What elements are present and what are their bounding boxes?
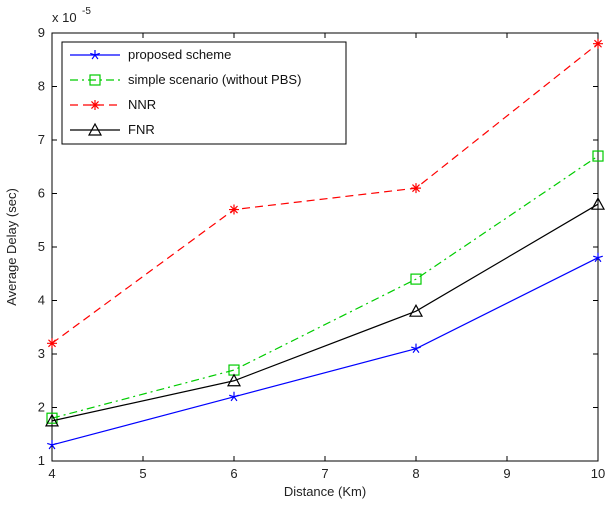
data-point-proposed-scheme bbox=[229, 391, 239, 402]
data-point-fnr bbox=[590, 196, 606, 210]
series-line-fnr bbox=[51, 203, 599, 422]
series-line-simple-scenario-without-pbs bbox=[51, 155, 599, 419]
series-proposed-scheme bbox=[47, 252, 603, 450]
data-point-fnr bbox=[226, 373, 242, 387]
series-nnr bbox=[47, 38, 603, 349]
legend-label-fnr: FNR bbox=[128, 122, 155, 137]
legend-label-nnr: NNR bbox=[128, 97, 156, 112]
y-tick-label: 6 bbox=[38, 186, 45, 201]
data-point-nnr bbox=[593, 38, 603, 49]
y-tick-label: 3 bbox=[38, 346, 45, 361]
legend-marker-simple-scenario-without-pbs bbox=[89, 74, 101, 86]
y-tick-label: 1 bbox=[38, 453, 45, 468]
legend-label-simple-scenario: simple scenario (without PBS) bbox=[128, 72, 301, 87]
legend-marker-nnr bbox=[90, 100, 100, 110]
y-exponent-base: x 10 bbox=[52, 10, 77, 25]
legend-marker-fnr bbox=[87, 122, 103, 136]
y-tick-label: 2 bbox=[38, 400, 45, 415]
data-point-fnr bbox=[408, 303, 424, 317]
data-point-proposed-scheme bbox=[593, 252, 603, 263]
legend-marker-proposed-scheme bbox=[90, 50, 100, 60]
data-point-simple-scenario-without-pbs bbox=[592, 150, 604, 162]
y-tick-label: 8 bbox=[38, 79, 45, 94]
x-tick-label: 5 bbox=[139, 466, 146, 481]
x-tick-label: 4 bbox=[48, 466, 55, 481]
data-point-nnr bbox=[411, 183, 421, 194]
series-line-proposed-scheme bbox=[51, 257, 599, 446]
y-exponent-power: -5 bbox=[82, 6, 91, 17]
x-tick-label: 6 bbox=[230, 466, 237, 481]
x-tick-label: 10 bbox=[591, 466, 605, 481]
x-axis-ticks: 4 5 6 7 8 9 10 bbox=[48, 33, 605, 481]
legend-label-proposed-scheme: proposed scheme bbox=[128, 47, 231, 62]
y-tick-label: 4 bbox=[38, 293, 45, 308]
x-tick-label: 9 bbox=[503, 466, 510, 481]
y-tick-label: 9 bbox=[38, 25, 45, 40]
y-tick-label: 7 bbox=[38, 132, 45, 147]
data-point-proposed-scheme bbox=[47, 439, 57, 450]
x-tick-label: 7 bbox=[321, 466, 328, 481]
x-tick-label: 8 bbox=[412, 466, 419, 481]
data-point-proposed-scheme bbox=[411, 343, 421, 354]
y-tick-label: 5 bbox=[38, 239, 45, 254]
x-axis-label: Distance (Km) bbox=[284, 484, 366, 499]
data-point-simple-scenario-without-pbs bbox=[410, 273, 422, 285]
legend: proposed scheme simple scenario (without… bbox=[61, 41, 347, 145]
series-line-nnr bbox=[51, 43, 599, 344]
y-axis-ticks: 1 2 3 4 5 6 7 8 9 bbox=[38, 25, 598, 468]
data-point-nnr bbox=[47, 338, 57, 349]
series-fnr bbox=[44, 196, 606, 427]
data-point-nnr bbox=[229, 204, 239, 215]
y-axis-label: Average Delay (sec) bbox=[4, 188, 19, 306]
legend-box bbox=[61, 41, 347, 145]
data-point-fnr bbox=[44, 413, 60, 427]
series-layer bbox=[44, 38, 606, 450]
data-point-simple-scenario-without-pbs bbox=[46, 412, 58, 424]
